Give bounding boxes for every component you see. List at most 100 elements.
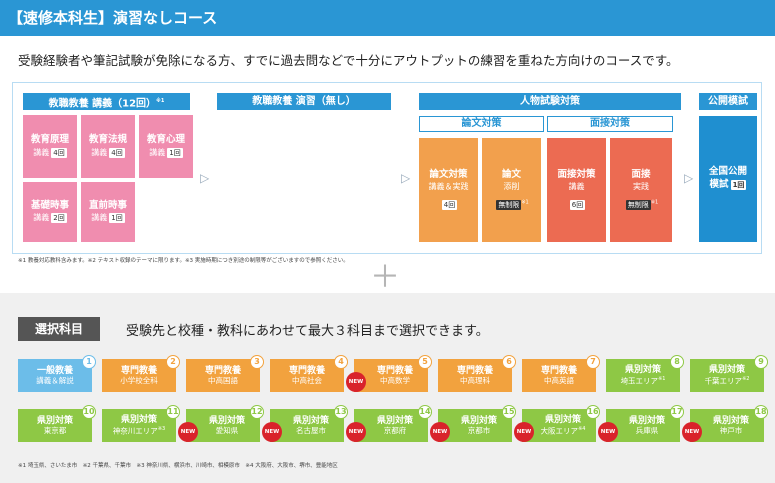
- lecture-count: 1回: [167, 147, 183, 158]
- elective-number-badge: 17: [670, 405, 684, 419]
- elective-item-8[interactable]: 県別対策 埼玉エリア※1 8: [606, 355, 684, 392]
- elective-item-sub: 東京都: [43, 426, 67, 436]
- interview-lecture-box: 面接対策 講義 6回: [547, 138, 606, 242]
- elective-item-sub: 埼玉エリア※1: [620, 376, 666, 386]
- elective-item-16[interactable]: 県別対策 大阪エリア※4 16 NEW: [514, 405, 600, 442]
- lecture-sub: 講義: [149, 147, 166, 157]
- elective-item-title: 県別対策: [628, 415, 665, 426]
- flow-arrow: ▷: [684, 171, 694, 185]
- person-count: 無制限: [625, 199, 651, 210]
- elective-item-title: 県別対策: [708, 365, 745, 376]
- elective-number-badge: 1: [82, 355, 96, 369]
- elective-item-note: ※2: [742, 376, 750, 383]
- elective-item-11[interactable]: 県別対策 神奈川エリア※3 11: [102, 405, 180, 442]
- elective-number-badge: 10: [82, 405, 96, 419]
- lecture-final-current-affairs: 直前時事 講義 1回: [81, 182, 135, 242]
- lecture-education-principles: 教育原理 講義 4回: [23, 115, 77, 178]
- elective-item-title: 専門教養: [456, 365, 493, 376]
- elective-item-13[interactable]: 県別対策 名古屋市 13 NEW: [262, 405, 348, 442]
- elective-number-badge: 13: [334, 405, 348, 419]
- elective-item-7[interactable]: 専門教養 中高英語 7: [522, 355, 600, 392]
- elective-item-sub: 兵庫県: [635, 426, 659, 436]
- elective-item-title: 専門教養: [376, 365, 413, 376]
- person-title: 面接: [631, 169, 651, 181]
- lecture-count: 4回: [51, 147, 67, 158]
- exercise-column-header: 教職教養 演習（無し）: [217, 93, 391, 110]
- lecture-sub: 講義: [33, 147, 50, 157]
- lecture-sub: 講義: [33, 213, 50, 223]
- elective-item-sub: 中高理科: [460, 376, 490, 386]
- course-title: 【速修本科生】演習なしコース: [8, 9, 218, 27]
- essay-correction-box: 論文 添削 無制限 ※1: [482, 138, 541, 242]
- elective-item-2[interactable]: 専門教養 小学校全科 2: [102, 355, 180, 392]
- flow-arrow: ▷: [200, 171, 210, 185]
- person-sub: 実践: [633, 182, 649, 192]
- lecture-sub: 講義: [91, 147, 108, 157]
- person-sub: 添削: [503, 182, 520, 192]
- person-exam-column-header: 人物試験対策: [419, 93, 681, 110]
- lecture-column-note: ※1: [156, 98, 165, 104]
- elective-item-sub: 神奈川エリア※3: [112, 426, 166, 436]
- elective-item-sub: 講義＆解説: [36, 376, 74, 386]
- plus-icon: ＋: [370, 260, 400, 295]
- elective-item-title: 県別対策: [120, 415, 157, 426]
- new-badge: NEW: [682, 422, 702, 442]
- new-badge: NEW: [262, 422, 282, 442]
- elective-item-sub: 小学校全科: [120, 376, 158, 386]
- lecture-title: 教育心理: [146, 134, 185, 146]
- lecture-title: 基礎時事: [30, 199, 69, 211]
- essay-lecture-box: 論文対策 講義＆実践 4回: [419, 138, 478, 242]
- person-sub: 講義: [568, 182, 585, 192]
- elective-item-1[interactable]: 一般教養 講義＆解説 1: [18, 355, 96, 392]
- elective-item-sub: 京都府: [383, 426, 407, 436]
- lecture-basic-current-affairs: 基礎時事 講義 2回: [23, 182, 77, 242]
- elective-number-badge: 18: [754, 405, 768, 419]
- elective-footnote: ※1 埼玉県、さいたま市 ※2 千葉県、千葉市 ※3 神奈川県、横浜市、川崎市、…: [18, 463, 338, 469]
- elective-item-4[interactable]: 専門教養 中高社会 4: [270, 355, 348, 392]
- elective-item-18[interactable]: 県別対策 神戸市 18 NEW: [682, 405, 768, 442]
- elective-item-14[interactable]: 県別対策 京都府 14 NEW: [346, 405, 432, 442]
- elective-number-badge: 14: [418, 405, 432, 419]
- lecture-title: 直前時事: [88, 199, 127, 211]
- elective-item-sub: 中高数学: [380, 376, 410, 386]
- person-count: 6回: [569, 199, 586, 210]
- lecture-count: 2回: [51, 213, 67, 224]
- new-badge: NEW: [346, 422, 366, 442]
- elective-number-badge: 5: [418, 355, 432, 369]
- person-title: 論文対策: [429, 169, 468, 181]
- lecture-column-title: 教職教養 講義（12回）: [48, 98, 157, 110]
- course-title-bar: 【速修本科生】演習なしコース: [0, 0, 775, 36]
- elective-number-badge: 8: [670, 355, 684, 369]
- essay-subheader: 論文対策: [419, 116, 544, 132]
- elective-item-3[interactable]: 専門教養 中高国語 3: [186, 355, 264, 392]
- elective-item-9[interactable]: 県別対策 千葉エリア※2 9: [690, 355, 768, 392]
- elective-number-badge: 2: [166, 355, 180, 369]
- elective-number-badge: 7: [586, 355, 600, 369]
- lecture-education-law: 教育法規 講義 4回: [81, 115, 135, 178]
- elective-item-6[interactable]: 専門教養 中高理科 6: [438, 355, 516, 392]
- elective-item-sub: 大阪エリア※4: [540, 426, 586, 436]
- elective-number-badge: 4: [334, 355, 348, 369]
- lecture-title: 教育原理: [30, 134, 69, 146]
- elective-item-title: 県別対策: [208, 415, 245, 426]
- person-sub: 講義＆実践: [428, 182, 469, 192]
- elective-number-badge: 15: [502, 405, 516, 419]
- person-count: 4回: [441, 199, 458, 210]
- new-badge: NEW: [178, 422, 198, 442]
- person-title: 面接対策: [557, 169, 596, 181]
- person-note: ※1: [650, 199, 659, 206]
- flow-footnote: ※1 教養対応教科含みます。※2 テキスト収録のテーマに限ります。※3 実施時期…: [18, 258, 349, 264]
- elective-item-sub: 京都市: [467, 426, 491, 436]
- elective-item-note: ※1: [658, 376, 666, 383]
- elective-item-sub: 千葉エリア※2: [704, 376, 750, 386]
- elective-item-title: 県別対策: [376, 415, 413, 426]
- elective-item-sub: 名古屋市: [296, 426, 326, 436]
- elective-number-badge: 3: [250, 355, 264, 369]
- elective-item-12[interactable]: 県別対策 愛知県 12 NEW: [178, 405, 264, 442]
- elective-item-17[interactable]: 県別対策 兵庫県 17 NEW: [598, 405, 684, 442]
- elective-item-10[interactable]: 県別対策 東京都 10: [18, 405, 96, 442]
- new-badge: NEW: [598, 422, 618, 442]
- elective-item-15[interactable]: 県別対策 京都市 15 NEW: [430, 405, 516, 442]
- elective-item-title: 県別対策: [624, 365, 661, 376]
- elective-item-5[interactable]: 専門教養 中高数学 5 NEW: [346, 355, 432, 392]
